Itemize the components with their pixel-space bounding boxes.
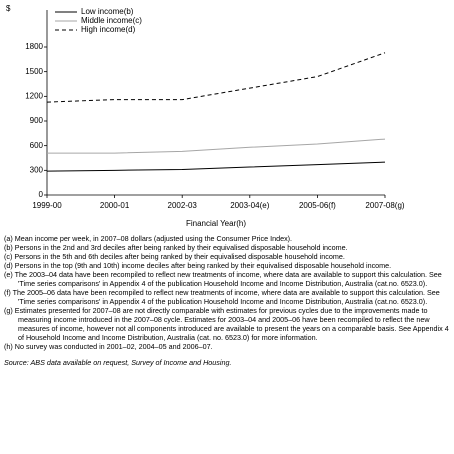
- x-tick-label: 2000-01: [100, 201, 130, 210]
- footnote: (c) Persons in the 5th and 6th deciles a…: [4, 252, 345, 261]
- y-tick-label: 900: [30, 116, 44, 125]
- source: Source: ABS data available on request, S…: [4, 358, 232, 367]
- footnote: (b) Persons in the 2nd and 3rd deciles a…: [4, 243, 348, 252]
- x-tick-label: 2002-03: [168, 201, 198, 210]
- x-tick-label: 1999-00: [32, 201, 62, 210]
- series-line: [46, 52, 386, 103]
- footnote: (e) The 2003–04 data have been recompile…: [4, 270, 442, 288]
- footnote: (d) Persons in the top (9th and 10th) in…: [4, 261, 392, 270]
- x-tick-label: 2003-04(e): [230, 201, 269, 210]
- series-line: [46, 161, 386, 172]
- footnote: (f) The 2005–06 data have been recompile…: [4, 288, 440, 306]
- y-tick-label: 1800: [25, 42, 43, 51]
- chart: $ Financial Year(h) 0 300 600 900 1200 1500 18…: [6, 4, 405, 228]
- y-tick-label: 600: [30, 141, 44, 150]
- y-tick-label: 1200: [25, 91, 43, 100]
- x-tick-label: 2007-08(g): [365, 201, 404, 210]
- footnotes: (a) Mean income per week, in 2007–08 dol…: [4, 234, 450, 367]
- y-tick-label: 300: [30, 165, 44, 174]
- legend-label: High income(d): [81, 25, 136, 34]
- x-tick-label: 2005-06(f): [299, 201, 336, 210]
- footnote: (g) Estimates presented for 2007–08 are …: [4, 306, 449, 342]
- y-tick-label: 1500: [25, 67, 43, 76]
- footnote: (a) Mean income per week, in 2007–08 dol…: [4, 234, 293, 243]
- x-axis-title: Financial Year(h): [186, 219, 246, 228]
- series-line: [47, 138, 386, 154]
- y-tick-label: 0: [39, 190, 44, 199]
- legend-label: Middle income(c): [81, 16, 142, 25]
- legend-label: Low income(b): [81, 7, 134, 16]
- footnote: (h) No survey was conducted in 2001–02, …: [4, 342, 213, 351]
- y-axis-label: $: [6, 4, 11, 13]
